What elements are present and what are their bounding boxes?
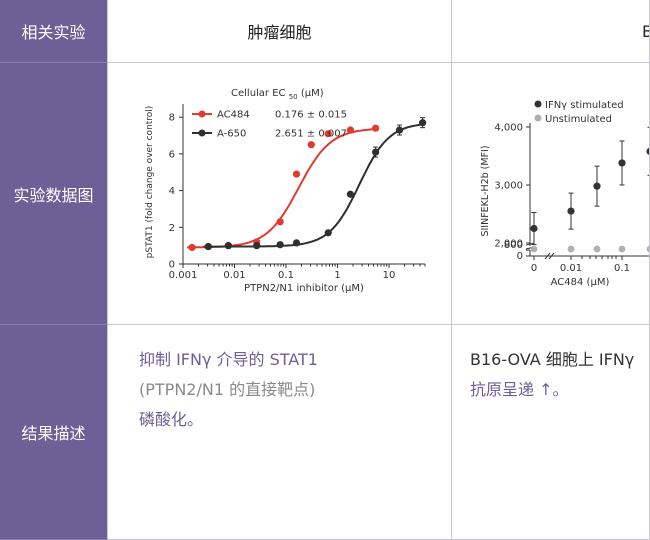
data-point-ac484 xyxy=(276,218,284,226)
legend-ec50-ac484: 0.176 ± 0.015 xyxy=(275,110,347,121)
data-point-ac484 xyxy=(346,126,354,134)
axis-break-mark xyxy=(525,242,535,246)
y-tick-label: 8 xyxy=(169,113,175,124)
x-axis-break xyxy=(544,252,551,260)
legend-title: Cellular EC 50 (μM) xyxy=(231,88,324,101)
result-description-1: 抑制 IFNγ 介导的 STAT1 (PTPN2/N1 的直接靶点) 磷酸化。 xyxy=(108,325,452,540)
legend-marker-unstimulated xyxy=(534,114,542,122)
data-point-ifn-stimulated xyxy=(567,207,575,215)
y-tick-label: 2 xyxy=(169,223,175,234)
x-tick-label: 0.1 xyxy=(614,263,630,274)
data-point-unstimulated xyxy=(593,245,601,253)
data-point-a-650 xyxy=(346,190,354,198)
data-point-a-650 xyxy=(224,242,232,250)
data-point-ac484 xyxy=(307,141,315,149)
y-axis-label: SIINFEKL-H2b (MFI) xyxy=(480,145,491,236)
pstat1-dose-response-chart: 0 2 4 6 8 0.001 0.01 0.1 1 10 PTPN2/N1 inhibitor (… xyxy=(145,88,427,294)
desc1-line2: (PTPN2/N1 的直接靶点) xyxy=(139,380,316,399)
data-point-ifn-stimulated xyxy=(530,224,538,233)
y-tick-label: 4,000 xyxy=(494,123,523,134)
data-point-unstimulated xyxy=(618,245,626,253)
legend-ec50-a-650: 2.651 ± 0.007 xyxy=(275,129,347,140)
data-point-unstimulated xyxy=(646,245,649,253)
column-header-2: B xyxy=(452,0,650,63)
x-tick-label: 1 xyxy=(334,270,340,281)
legend-label-a-650: A-650 xyxy=(217,129,246,140)
data-point-a-650 xyxy=(372,148,380,156)
header-row-label: 相关实验 xyxy=(0,0,108,63)
fit-curve-a-650 xyxy=(203,123,426,248)
data-point-unstimulated xyxy=(567,245,575,253)
row-label-results: 结果描述 xyxy=(0,325,108,540)
data-point-ifn-stimulated xyxy=(646,147,649,155)
legend-marker-ac484 xyxy=(198,110,206,118)
x-axis-label: PTPN2/N1 inhibitor (μM) xyxy=(244,283,364,294)
data-point-ac484 xyxy=(372,124,380,132)
legend-label-ifn-stimulated: IFNγ stimulated xyxy=(545,100,624,111)
data-point-a-650 xyxy=(276,241,284,249)
x-tick-label: 0.01 xyxy=(560,263,582,274)
x-axis-break xyxy=(548,252,555,260)
x-tick-label: 0.01 xyxy=(223,270,245,281)
y-axis-label: pSTAT1 (fold change over control) xyxy=(145,106,155,259)
x-tick-label: 0.1 xyxy=(278,270,294,281)
legend-label-ac484: AC484 xyxy=(217,110,250,121)
data-point-unstimulated xyxy=(530,245,538,253)
row-label-data-figure: 实验数据图 xyxy=(0,63,108,325)
legend-label-unstimulated: Unstimulated xyxy=(545,114,612,125)
data-point-ifn-stimulated xyxy=(593,182,601,190)
data-point-a-650 xyxy=(292,239,301,247)
desc1-line3: 磷酸化。 xyxy=(139,410,204,429)
data-point-a-650 xyxy=(324,229,332,237)
data-point-ac484 xyxy=(324,130,332,138)
data-point-a-650 xyxy=(204,242,212,251)
data-point-ac484 xyxy=(188,243,196,252)
x-tick-label: 0.001 xyxy=(169,270,198,281)
x-axis-label: AC484 (μM) xyxy=(551,277,610,288)
y-tick-label: 0 xyxy=(517,251,523,262)
desc2-line1: B16-OVA 细胞上 IFNγ xyxy=(470,350,635,369)
data-point-ifn-stimulated xyxy=(618,159,626,167)
result-description-2: B16-OVA 细胞上 IFNγ 抗原呈递 ↑。 xyxy=(452,325,650,540)
data-point-ac484 xyxy=(292,170,301,178)
data-point-a-650 xyxy=(253,242,261,250)
y-tick-label: 4 xyxy=(169,186,175,197)
legend-marker-a-650 xyxy=(198,129,206,137)
chart-cell-antigen: 4,000 3,000 2,000 800 0 SIINFEKL-H2b (MFI) 0 0.… xyxy=(452,63,650,325)
desc1-line1: 抑制 IFNγ 介导的 STAT1 xyxy=(139,350,318,369)
y-tick-label: 0 xyxy=(169,260,175,271)
data-point-a-650 xyxy=(395,126,404,134)
x-tick-label: 0 xyxy=(531,263,537,274)
column-header-tumor-cells: 肿瘤细胞 xyxy=(108,0,452,63)
desc2-line2: 抗原呈递 ↑。 xyxy=(470,380,569,399)
y-tick-label: 2,000 xyxy=(494,239,523,250)
y-tick-label: 3,000 xyxy=(494,181,523,192)
y-tick-label: 800 xyxy=(504,240,523,251)
chart-cell-pstat1: 0 2 4 6 8 0.001 0.01 0.1 1 10 PTPN2/N1 inhibitor (… xyxy=(108,63,452,325)
legend-marker-ifn-stimulated xyxy=(534,100,542,108)
x-tick-label: 10 xyxy=(383,270,396,281)
fit-curve-ac484 xyxy=(187,128,378,249)
y-tick-label: 6 xyxy=(169,149,175,160)
data-point-a-650 xyxy=(419,119,427,127)
